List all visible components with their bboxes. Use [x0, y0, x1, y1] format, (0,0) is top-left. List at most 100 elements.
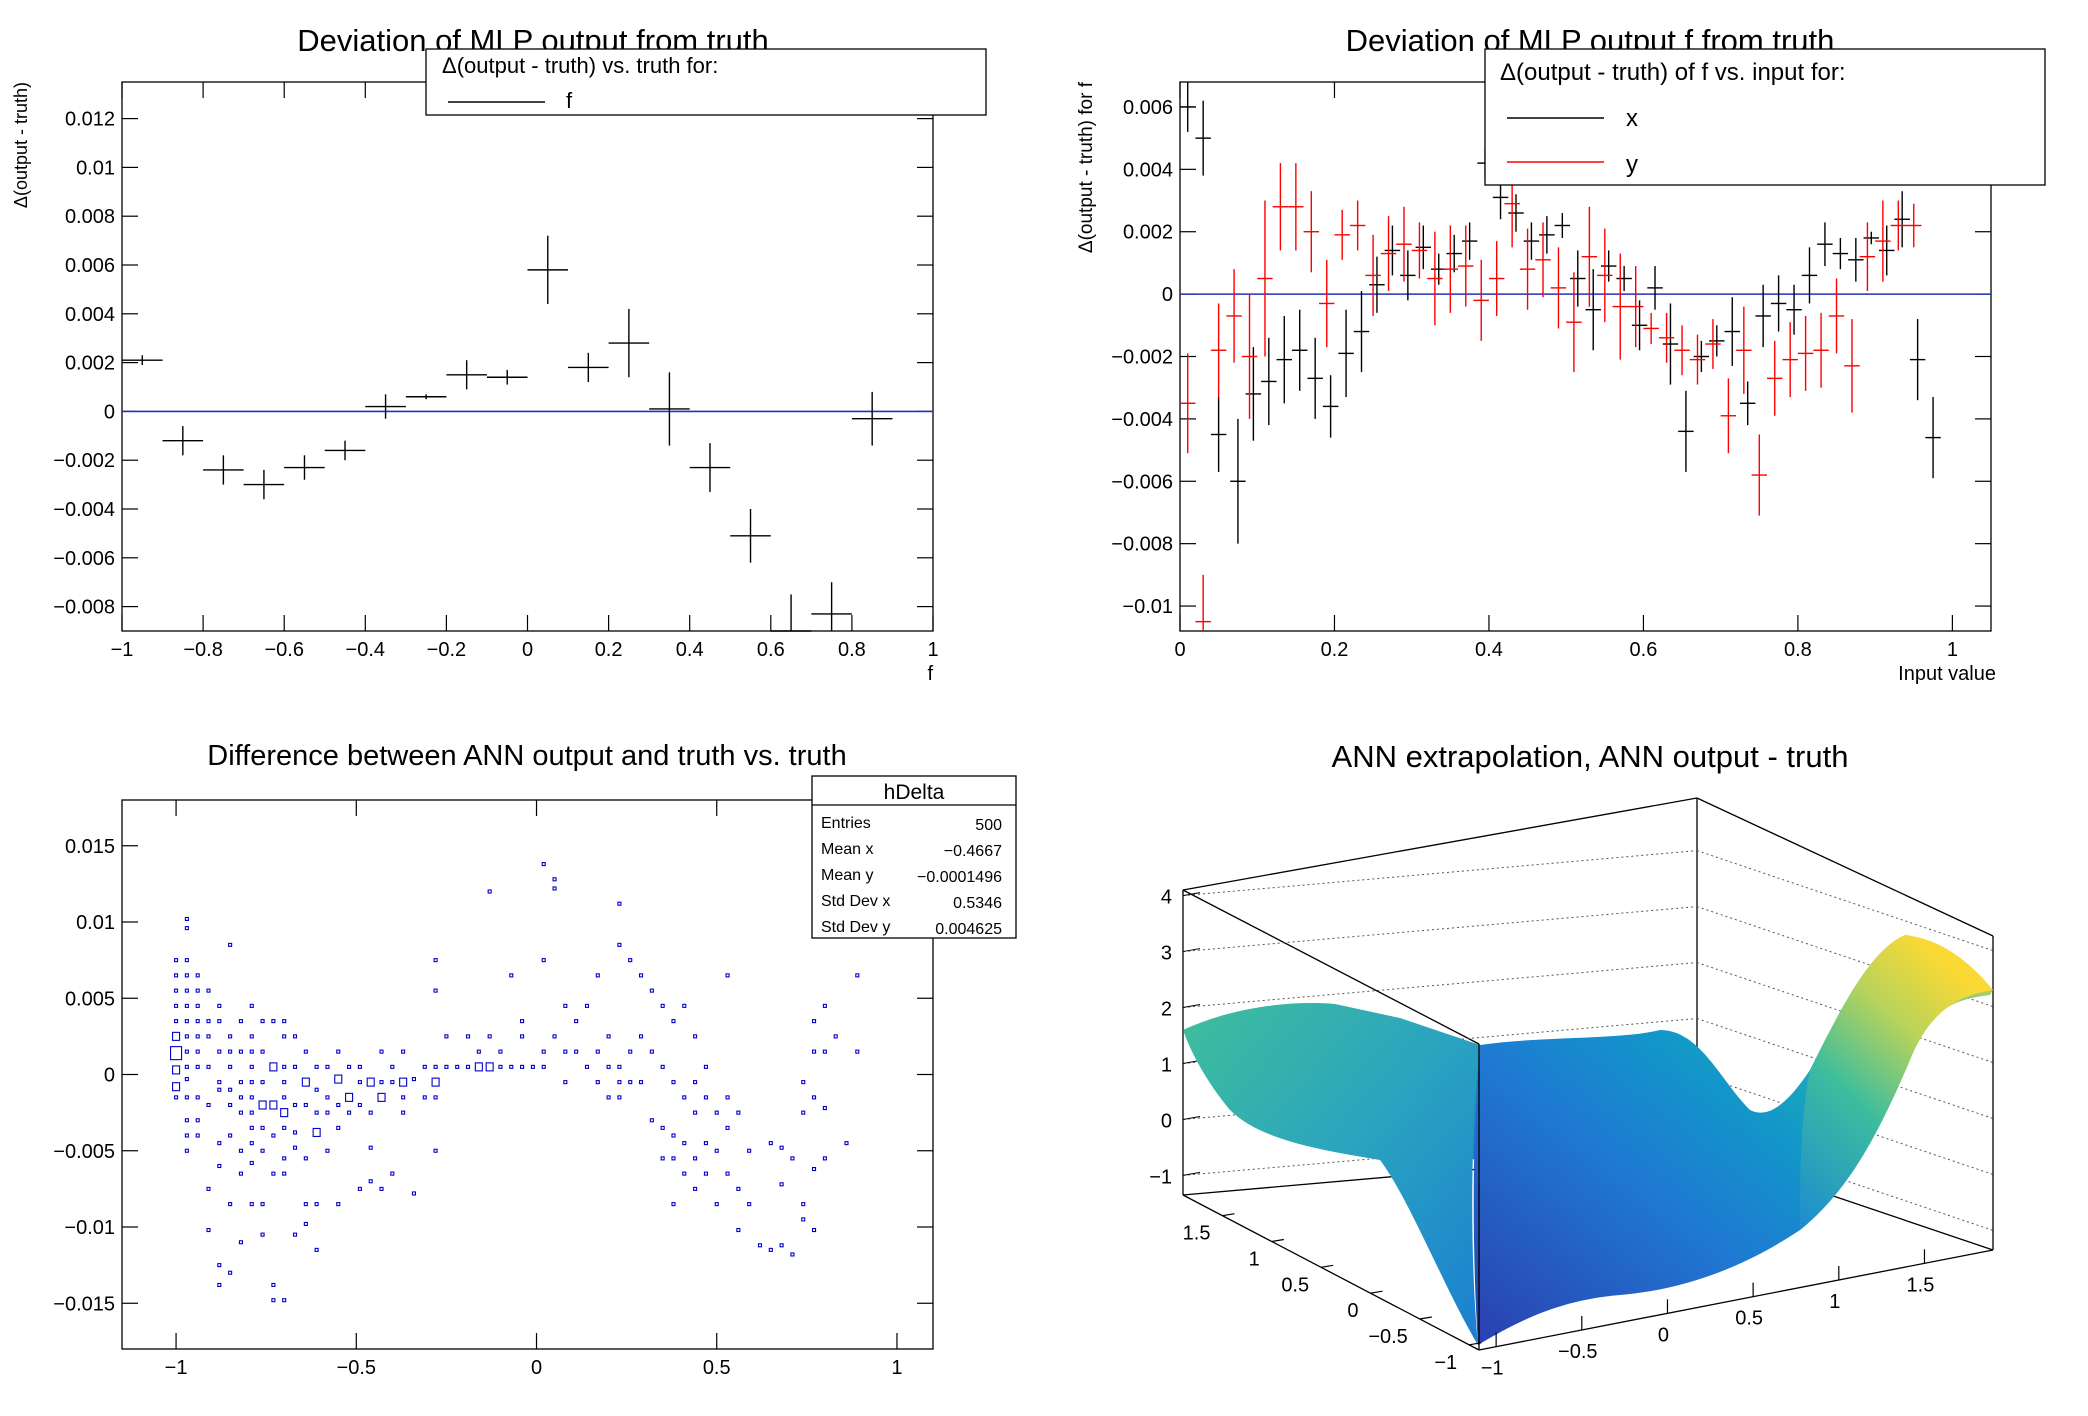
p2-point-y	[1751, 434, 1768, 516]
p2-xtick-label: 0.4	[1475, 639, 1503, 661]
p2-point-y	[1890, 200, 1907, 251]
p1-xtick-label: 0	[522, 639, 533, 661]
p3-bin	[431, 1077, 440, 1087]
p2-point-x	[1678, 390, 1694, 472]
p3-bin	[671, 1133, 676, 1138]
p2-point-y	[1859, 222, 1876, 291]
p2-point-y	[1380, 216, 1397, 291]
p3-bin	[172, 1065, 181, 1075]
p2-point-x	[1631, 300, 1648, 351]
p3-bin	[238, 1080, 243, 1085]
p3-bin	[282, 1064, 287, 1069]
p3-bin	[280, 1108, 289, 1118]
p2-point-y	[1597, 228, 1613, 323]
p2-point-y	[1210, 303, 1227, 398]
p3-bin	[628, 958, 633, 963]
p3-stats-value: −0.4667	[944, 843, 1002, 860]
p3-bin	[485, 1062, 494, 1072]
p2-xtick-label: 1	[1947, 639, 1958, 661]
p1-point-f	[730, 509, 771, 563]
p3-bin	[606, 1095, 611, 1100]
p2-point-y	[1674, 325, 1690, 376]
p4-ztick-label: 0	[1161, 1110, 1172, 1132]
p1-xtick-label: 0.6	[757, 639, 785, 661]
p2-ytick-label: −0.008	[1111, 534, 1173, 556]
p3-bin	[292, 1130, 298, 1135]
p3-bin	[325, 1095, 330, 1100]
p2-point-y	[1550, 247, 1567, 329]
p3-bin	[552, 886, 557, 891]
p3-bin	[228, 1049, 233, 1054]
p3-xtick-label: 0	[531, 1357, 542, 1379]
p3-y-axis: −0.015 −0.01 −0.005 0 0.005 0.01 0.015	[53, 836, 933, 1315]
p3-bin	[249, 1110, 254, 1115]
p3-bin	[465, 1034, 471, 1039]
p1-point-f	[811, 582, 852, 631]
p3-bin	[184, 1118, 189, 1123]
p3-bin	[433, 1095, 438, 1100]
p3-bin	[206, 1064, 211, 1069]
p2-xtick-label: 0.2	[1321, 639, 1349, 661]
p1-point-f	[527, 235, 569, 305]
p3-ytick-label: −0.005	[53, 1141, 115, 1163]
p3-bin	[422, 1095, 427, 1100]
p1-legend: Δ(output - truth) vs. truth for: f	[425, 48, 987, 116]
p3-bin	[703, 1095, 708, 1100]
p3-bin	[401, 1049, 406, 1054]
p3-stats-value: −0.0001496	[917, 869, 1002, 886]
p2-point-x	[1894, 191, 1910, 248]
p3-bin	[368, 1110, 373, 1115]
p3-bin	[693, 1080, 698, 1085]
p3-bin	[714, 1110, 719, 1115]
p3-bin	[195, 988, 200, 993]
p3-xtick-label: −0.5	[337, 1357, 376, 1379]
p3-bin	[292, 1145, 298, 1150]
p1-ytick-label: 0.012	[65, 109, 115, 131]
p2-point-y	[1627, 266, 1644, 348]
p2-point-y	[1195, 574, 1211, 631]
p2-point-y	[1767, 340, 1783, 416]
p3-bin	[433, 1064, 438, 1069]
p2-point-x	[1848, 237, 1864, 282]
p3-bin	[325, 1110, 330, 1115]
p1-ytick-label: 0.002	[65, 353, 115, 375]
p2-point-x	[1647, 266, 1663, 310]
p3-bin	[693, 1110, 698, 1115]
p2-point-x	[1585, 269, 1601, 351]
p3-stats-box: hDelta Entries 500 Mean x −0.4667 Mean y −0.0…	[811, 775, 1017, 939]
p3-bin	[714, 1148, 719, 1153]
p3-bin	[206, 988, 211, 993]
p3-bin	[812, 1019, 817, 1024]
p3-bin	[660, 1003, 665, 1008]
p3-bin	[184, 958, 189, 963]
p3-bin	[455, 1064, 460, 1069]
p3-bin	[541, 861, 546, 867]
p3-bin	[238, 1240, 243, 1245]
p3-stats-value: 0.5346	[953, 895, 1002, 912]
p4-ytick-label: 1	[1249, 1249, 1260, 1271]
p2-point-x	[1446, 234, 1462, 273]
p2-ytick-label: 0.006	[1123, 97, 1173, 119]
p3-bin	[228, 942, 233, 947]
p2-point-x	[1508, 194, 1524, 232]
p1-point-f	[203, 455, 244, 485]
p3-bin	[195, 1034, 200, 1039]
p4-ztick-label: 1	[1161, 1054, 1172, 1076]
p2-point-x	[1230, 418, 1246, 544]
p2-point-y	[1442, 225, 1459, 313]
p3-bin	[292, 1232, 298, 1237]
p3-bin	[292, 1102, 298, 1108]
p1-xtick-label: 0.8	[838, 639, 866, 661]
p3-bin	[768, 1247, 773, 1252]
p3-bin	[671, 1156, 676, 1161]
p2-point-x	[1570, 250, 1586, 307]
p2-point-y	[1349, 200, 1366, 251]
p3-bin	[303, 1202, 308, 1207]
p1-frame	[121, 81, 934, 632]
p3-bin	[314, 1247, 319, 1252]
p3-bin	[184, 1034, 189, 1039]
p1-point-f	[243, 469, 285, 500]
p3-stats-label: Mean y	[821, 867, 873, 884]
p3-bin	[303, 1156, 308, 1161]
p3-bin	[260, 1125, 265, 1130]
